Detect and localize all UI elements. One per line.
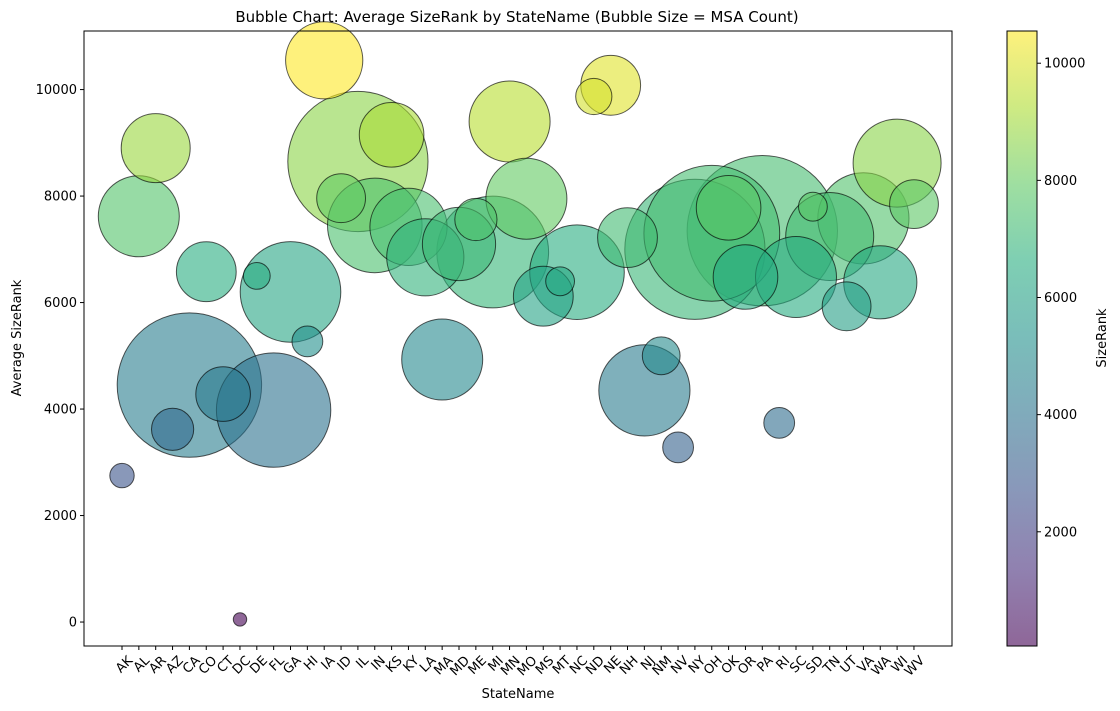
colorbar-gradient [1007,31,1037,646]
colorbar-tick-label: 4000 [1044,408,1077,423]
bubble-ia [285,21,364,100]
y-tick-label: 4000 [44,403,77,418]
bubble-ok [695,175,762,241]
y-tick-label: 2000 [44,509,77,524]
bubble-ar [120,113,191,184]
plot-frame [83,30,953,647]
bubble-ut [821,281,872,332]
colorbar-frame [1006,30,1038,647]
x-tick-label: PA [754,653,776,675]
x-axis: AKALARAZCACOCTDCDEFLGAHIIAIDILINKSKYLAMA… [113,646,928,679]
bubble-ga [239,241,342,343]
bubble-dc [232,612,248,627]
x-tick-label: ID [335,653,355,673]
y-tick-label: 8000 [44,190,77,205]
x-tick-label: GA [281,653,305,677]
x-axis-label: StateName [482,687,555,702]
y-tick-label: 0 [69,616,77,631]
bubble-co [175,241,237,303]
colorbar-tick-label: 6000 [1044,291,1077,306]
bubble-ks [358,102,425,168]
bubble-nm [641,336,681,376]
x-tick-label: WV [902,653,928,679]
bubble-ma [401,318,484,401]
bubble-sd [798,191,828,222]
bubble-ri [763,407,796,439]
y-axis-label: Average SizeRank [10,279,25,396]
x-tick-label: NH [617,653,641,677]
colorbar-label: SizeRank [1095,308,1110,368]
bubble-nd [575,77,613,116]
y-tick-label: 6000 [44,296,77,311]
bubble-wv [889,179,939,230]
bubble-mt [545,266,575,297]
colorbar-tick-label: 8000 [1044,174,1077,189]
bubble-mn [468,80,551,163]
colorbar-ticks: 2000 4000 6000 8000 10000 [1037,57,1085,540]
bubble-me [454,197,498,242]
chart-title: Bubble Chart: Average SizeRank by StateN… [235,8,798,26]
bubble-or [712,244,779,310]
bubble-nh [597,207,658,269]
bubble-de [242,262,271,290]
colorbar-tick-label: 2000 [1044,525,1077,540]
y-axis: 0 2000 4000 6000 8000 10000 [36,83,84,631]
bubble-ct [195,366,251,422]
bubble-ak [109,462,135,489]
bubble-mo [485,157,568,240]
colorbar-tick-label: 10000 [1044,57,1085,72]
bubble-id [316,173,367,224]
bubble-az [151,407,195,451]
bubble-nv [662,431,694,464]
bubble-layer [97,21,942,627]
colorbar: 2000 4000 6000 8000 10000 SizeRank [1006,30,1110,647]
bubble-hi [291,325,324,358]
bubble-al [97,175,180,258]
y-tick-label: 10000 [36,83,77,98]
